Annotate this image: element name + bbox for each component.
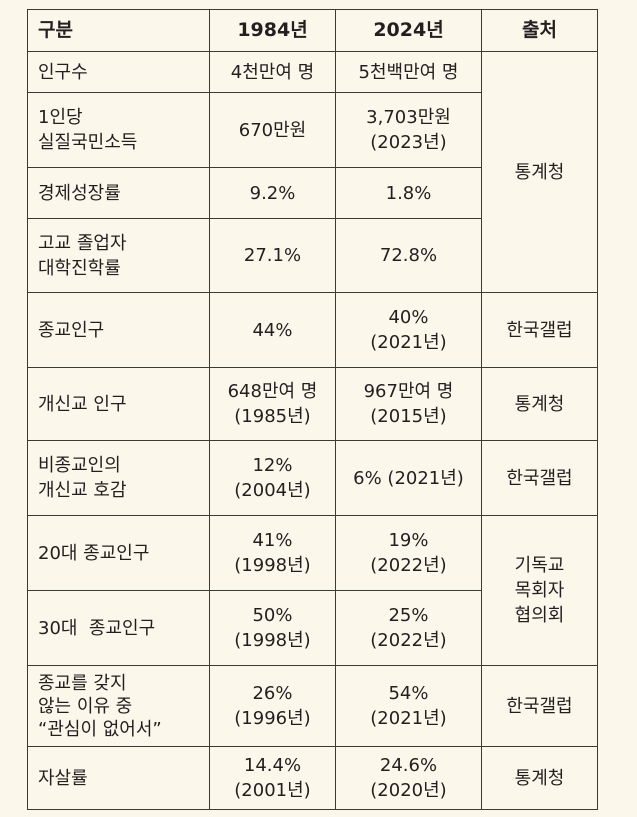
- value-2024: 967만여 명 (2015년): [335, 367, 482, 441]
- row-label: 인구수: [27, 51, 210, 93]
- table-row: 경제성장률 9.2% 1.8%: [27, 167, 598, 219]
- value-2024: 40% (2021년): [335, 292, 482, 368]
- row-label: 30대 종교인구: [27, 590, 210, 666]
- table-row: 자살률 14.4% (2001년) 24.6% (2020년) 통계청: [27, 746, 598, 810]
- source-cell: 한국갤럽: [481, 665, 598, 747]
- source-cell: 통계청: [481, 746, 598, 810]
- table-row: 1인당 실질국민소득 670만원 3,703만원 (2023년): [27, 92, 598, 168]
- value-2024: 19% (2022년): [335, 515, 482, 591]
- header-row: 구분 1984년 2024년 출처: [27, 9, 598, 52]
- table-row: 20대 종교인구 41% (1998년) 19% (2022년) 기독교 목회자 협의회: [27, 515, 598, 666]
- row-label: 자살률: [27, 746, 210, 810]
- value-1984: 26% (1996년): [209, 665, 336, 747]
- table-row: 개신교 인구 648만여 명 (1985년) 967만여 명 (2015년) 통계청: [27, 367, 598, 441]
- row-label: 1인당 실질국민소득: [27, 92, 210, 168]
- header-source: 출처: [481, 9, 598, 52]
- value-1984: 670만원: [209, 92, 336, 168]
- source-cell: 기독교 목회자 협의회: [481, 515, 598, 666]
- value-2024: 5천백만여 명: [335, 51, 482, 93]
- table-row: 30대 종교인구 50% (1998년) 25% (2022년): [27, 590, 598, 666]
- value-1984: 44%: [209, 292, 336, 368]
- value-1984: 12% (2004년): [209, 440, 336, 516]
- source-cell: 통계청: [481, 367, 598, 441]
- row-label: 고교 졸업자 대학진학률: [27, 218, 210, 293]
- value-2024: 24.6% (2020년): [335, 746, 482, 810]
- value-2024: 54% (2021년): [335, 665, 482, 747]
- value-2024: 6% (2021년): [335, 440, 482, 516]
- value-2024: 72.8%: [335, 218, 482, 293]
- value-2024: 1.8%: [335, 167, 482, 219]
- value-2024: 25% (2022년): [335, 590, 482, 666]
- value-1984: 4천만여 명: [209, 51, 336, 93]
- value-1984: 41% (1998년): [209, 515, 336, 591]
- row-label: 종교인구: [27, 292, 210, 368]
- row-label: 개신교 인구: [27, 367, 210, 441]
- table-row: 인구수 4천만여 명 5천백만여 명 통계청: [27, 51, 598, 293]
- statistics-table: 구분 1984년 2024년 출처 인구수 4천만여 명 5천백만여 명 통계청…: [27, 9, 598, 810]
- table-row: 비종교인의 개신교 호감 12% (2004년) 6% (2021년) 한국갤럽: [27, 440, 598, 516]
- table-row: 종교인구 44% 40% (2021년) 한국갤럽: [27, 292, 598, 368]
- header-category: 구분: [27, 9, 210, 52]
- row-label: 비종교인의 개신교 호감: [27, 440, 210, 516]
- value-1984: 14.4% (2001년): [209, 746, 336, 810]
- source-cell: 통계청: [481, 51, 598, 293]
- value-1984: 648만여 명 (1985년): [209, 367, 336, 441]
- source-cell: 한국갤럽: [481, 440, 598, 516]
- table-row: 고교 졸업자 대학진학률 27.1% 72.8%: [27, 218, 598, 293]
- value-1984: 27.1%: [209, 218, 336, 293]
- header-2024: 2024년: [335, 9, 482, 52]
- value-1984: 9.2%: [209, 167, 336, 219]
- value-2024: 3,703만원 (2023년): [335, 92, 482, 168]
- source-cell: 한국갤럽: [481, 292, 598, 368]
- table-row: 종교를 갖지 않는 이유 중 “관심이 없어서” 26% (1996년) 54% (20…: [27, 665, 598, 747]
- row-label: 20대 종교인구: [27, 515, 210, 591]
- header-1984: 1984년: [209, 9, 336, 52]
- value-1984: 50% (1998년): [209, 590, 336, 666]
- row-label: 종교를 갖지 않는 이유 중 “관심이 없어서”: [27, 665, 210, 747]
- row-label: 경제성장률: [27, 167, 210, 219]
